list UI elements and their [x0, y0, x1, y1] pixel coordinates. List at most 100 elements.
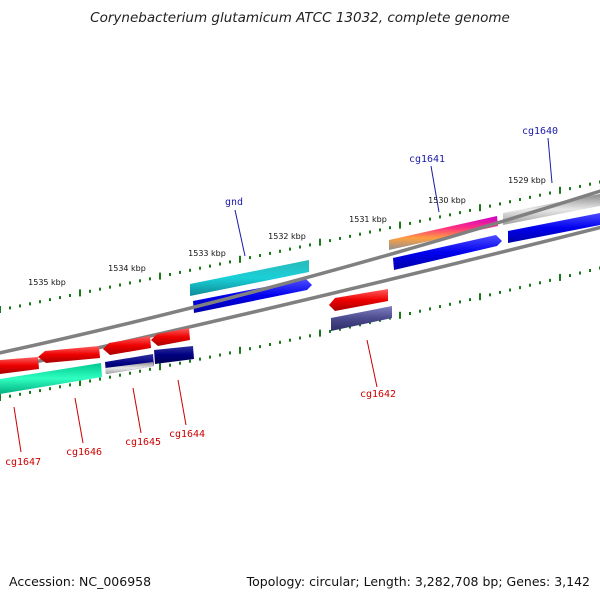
tick-label-1529: 1529 kbp — [508, 176, 546, 185]
minor-tick — [19, 392, 21, 396]
major-tick — [319, 238, 321, 246]
feature-cg1645-cds[interactable] — [103, 336, 151, 355]
minor-tick — [199, 357, 201, 361]
minor-tick — [189, 359, 191, 363]
tick-label-1533: 1533 kbp — [188, 249, 226, 258]
minor-tick — [589, 269, 591, 272]
major-tick — [0, 394, 1, 401]
tick-label-1535: 1535 kbp — [28, 278, 66, 287]
minor-tick — [119, 373, 121, 377]
minor-tick — [39, 389, 41, 393]
minor-tick — [289, 247, 291, 251]
feature-cg1646-cds[interactable] — [38, 346, 100, 363]
feature-cg1641-top[interactable] — [389, 216, 498, 250]
minor-tick — [169, 273, 171, 276]
minor-tick — [29, 390, 31, 394]
minor-tick — [409, 312, 411, 315]
minor-tick — [579, 271, 581, 275]
minor-tick — [509, 200, 511, 204]
major-tick — [239, 255, 241, 263]
gene-label-cg1641[interactable]: cg1641 — [409, 154, 445, 165]
minor-tick — [9, 306, 11, 310]
minor-tick — [179, 361, 181, 365]
minor-tick — [59, 385, 61, 389]
minor-tick — [179, 270, 181, 274]
gene-label-cg1640[interactable]: cg1640 — [522, 126, 558, 137]
leader-line — [547, 137, 553, 184]
minor-tick — [219, 353, 221, 357]
minor-tick — [339, 236, 341, 240]
minor-tick — [329, 329, 331, 333]
minor-tick — [459, 211, 461, 215]
minor-tick — [99, 287, 101, 291]
gene-label-cg1647[interactable]: cg1647 — [5, 457, 41, 468]
ruler-outer — [0, 180, 600, 313]
minor-tick — [9, 394, 11, 398]
backbone-outer — [0, 189, 600, 355]
minor-tick — [89, 289, 91, 293]
minor-tick — [149, 367, 151, 371]
minor-tick — [109, 375, 111, 379]
leader-line — [13, 406, 22, 453]
minor-tick — [529, 195, 531, 199]
minor-tick — [469, 208, 471, 212]
minor-tick — [139, 369, 141, 373]
major-tick — [159, 363, 161, 371]
feature-cg1647-cds[interactable] — [0, 357, 39, 374]
feature-gnd-cds[interactable] — [193, 279, 312, 313]
feature-cg1641-cds[interactable] — [393, 235, 502, 270]
gene-label-cg1642[interactable]: cg1642 — [360, 389, 396, 400]
feature-cg1645-bottom-shade — [105, 362, 154, 374]
feature-cg1640-top[interactable] — [503, 194, 600, 225]
leader-line — [234, 209, 246, 257]
minor-tick — [579, 184, 581, 188]
minor-tick — [199, 266, 201, 270]
minor-tick — [219, 262, 221, 266]
major-tick — [159, 272, 161, 280]
feature-cg1642-bottom[interactable] — [331, 306, 392, 331]
minor-tick — [569, 274, 571, 277]
minor-tick — [549, 191, 551, 195]
minor-tick — [89, 379, 91, 383]
gene-label-cg1644[interactable]: cg1644 — [169, 429, 205, 440]
minor-tick — [439, 215, 441, 219]
minor-tick — [449, 302, 451, 306]
minor-tick — [349, 325, 351, 329]
feature-cg1644-cds[interactable] — [151, 328, 190, 346]
minor-tick — [99, 377, 101, 381]
minor-tick — [589, 182, 591, 186]
minor-tick — [169, 363, 171, 367]
minor-tick — [269, 343, 271, 346]
feature-gnd-top[interactable] — [190, 260, 309, 296]
gene-label-cg1645[interactable]: cg1645 — [125, 437, 161, 448]
minor-tick — [229, 260, 231, 264]
minor-tick — [209, 355, 211, 359]
minor-tick — [529, 283, 531, 287]
minor-tick — [309, 334, 311, 338]
feature-cg1640-cds[interactable] — [508, 213, 600, 243]
reverse-features — [0, 289, 392, 394]
minor-tick — [129, 281, 131, 285]
minor-tick — [29, 302, 31, 306]
major-tick — [559, 186, 561, 194]
gene-label-cg1646[interactable]: cg1646 — [66, 447, 102, 458]
tick-label-1532: 1532 kbp — [268, 232, 306, 241]
minor-tick — [499, 202, 501, 206]
major-tick — [559, 273, 561, 281]
forward-features — [190, 194, 600, 313]
minor-tick — [309, 243, 311, 247]
minor-tick — [509, 288, 511, 292]
tick-label-1530: 1530 kbp — [428, 196, 466, 205]
tick-label-1531: 1531 kbp — [349, 215, 387, 224]
minor-tick — [419, 219, 421, 223]
feature-cg1642-cds[interactable] — [329, 289, 388, 311]
minor-tick — [369, 230, 371, 234]
feature-cg1644-bottom[interactable] — [154, 346, 194, 364]
minor-tick — [499, 290, 501, 294]
major-tick — [399, 311, 401, 319]
minor-tick — [19, 304, 21, 308]
feature-cg1646-bottom[interactable] — [0, 363, 102, 394]
gene-label-gnd[interactable]: gnd — [225, 197, 243, 208]
topology-summary: Topology: circular; Length: 3,282,708 bp… — [246, 574, 590, 589]
